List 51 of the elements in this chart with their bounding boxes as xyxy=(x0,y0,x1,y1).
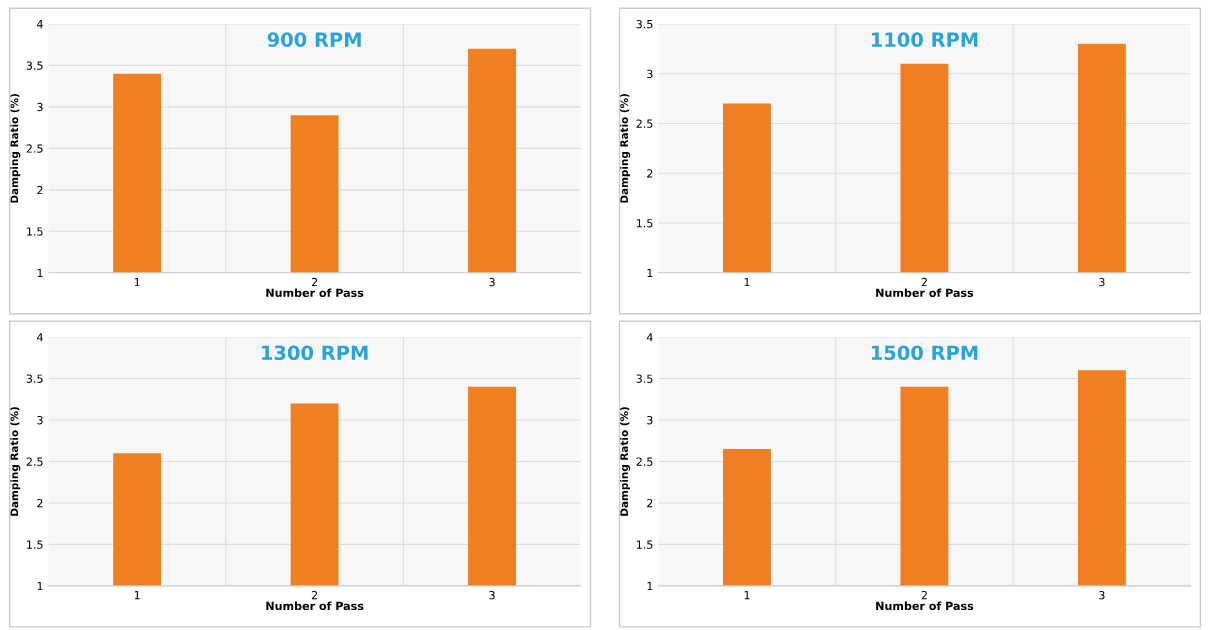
x-tick-label: 1 xyxy=(134,591,140,600)
y-tick-label: 2.5 xyxy=(636,119,653,128)
x-tick-label: 3 xyxy=(1099,590,1105,600)
y-axis-title: Damping Ratio (%) xyxy=(10,407,21,516)
x-axis-title: Number of Pass xyxy=(266,288,364,298)
x-axis-title: Number of Pass xyxy=(876,601,974,611)
y-tick-label: 1.5 xyxy=(636,540,653,549)
x-tick-label: 1 xyxy=(134,277,140,287)
x-tick-label: 3 xyxy=(489,590,495,600)
x-tick-label: 1 xyxy=(744,277,750,287)
y-axis-title: Damping Ratio (%) xyxy=(619,407,631,516)
chart-title: 1500 RPM xyxy=(871,345,978,361)
y-tick-label: 1 xyxy=(37,268,43,278)
y-tick-label: 4 xyxy=(37,333,43,342)
chart-title: 1300 RPM xyxy=(262,345,368,361)
y-tick-label: 2 xyxy=(37,498,43,508)
y-tick-label: 2 xyxy=(37,185,43,195)
y-tick-label: 1.5 xyxy=(27,540,43,549)
y-tick-label: 1.5 xyxy=(27,227,43,236)
y-tick-label: 3 xyxy=(647,69,653,79)
y-tick-label: 3 xyxy=(37,102,43,112)
x-tick-label: 3 xyxy=(489,277,495,287)
y-tick-label: 2.5 xyxy=(26,144,43,153)
y-tick-label: 1 xyxy=(37,582,43,591)
y-tick-label: 4 xyxy=(37,20,43,29)
x-tick-label: 2 xyxy=(311,277,318,287)
chart-title: 900 RPM xyxy=(267,32,361,47)
y-tick-label: 2 xyxy=(647,169,653,178)
y-tick-label: 1 xyxy=(647,582,653,591)
y-tick-label: 3 xyxy=(647,415,653,425)
x-tick-label: 2 xyxy=(311,590,318,600)
y-tick-label: 2.5 xyxy=(636,457,653,466)
chart-title: 1100 RPM xyxy=(871,32,978,47)
x-axis-title: Number of Pass xyxy=(266,601,364,611)
y-tick-label: 4 xyxy=(646,333,653,342)
y-tick-label: 3.5 xyxy=(26,61,43,70)
x-axis-title: Number of Pass xyxy=(876,288,974,298)
y-tick-label: 3.5 xyxy=(26,374,43,383)
y-tick-label: 3.5 xyxy=(636,19,653,29)
x-tick-label: 1 xyxy=(744,591,750,600)
y-axis-title: Damping Ratio (%) xyxy=(619,94,631,203)
y-tick-label: 3 xyxy=(37,415,43,425)
x-tick-label: 2 xyxy=(921,590,927,600)
y-tick-label: 2.5 xyxy=(26,457,43,466)
y-tick-label: 3.5 xyxy=(636,374,653,383)
x-tick-label: 3 xyxy=(1099,277,1105,287)
y-tick-label: 2 xyxy=(647,498,653,508)
y-axis-title: Damping Ratio (%) xyxy=(10,94,21,203)
x-tick-label: 2 xyxy=(921,277,927,287)
y-tick-label: 1.5 xyxy=(636,219,653,228)
y-tick-label: 1 xyxy=(647,268,653,278)
